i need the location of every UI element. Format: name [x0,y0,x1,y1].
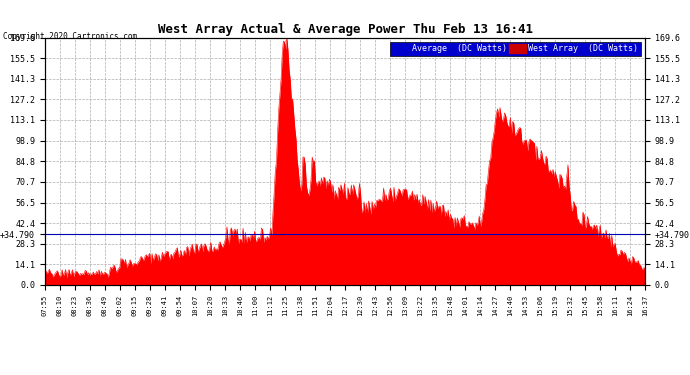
Text: Copyright 2020 Cartronics.com: Copyright 2020 Cartronics.com [3,32,137,41]
Title: West Array Actual & Average Power Thu Feb 13 16:41: West Array Actual & Average Power Thu Fe… [157,23,533,36]
Legend: Average  (DC Watts), West Array  (DC Watts): Average (DC Watts), West Array (DC Watts… [390,42,641,56]
